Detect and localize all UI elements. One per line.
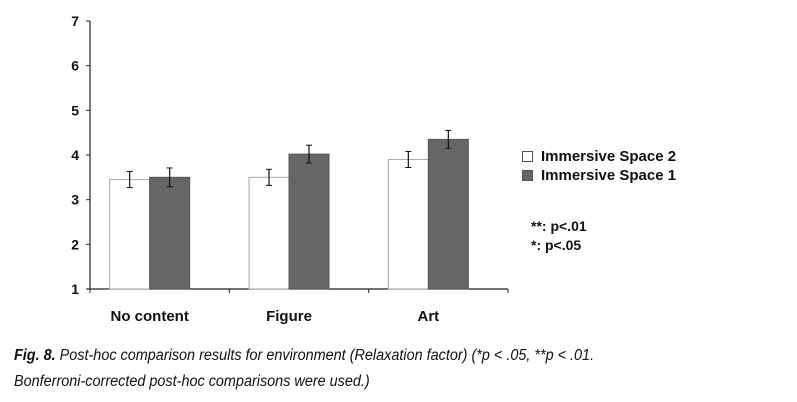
annotation-p05: *: p<.05 [531, 237, 582, 253]
y-tick-label: 6 [71, 58, 79, 74]
y-tick-label: 3 [71, 192, 79, 208]
legend-swatch-white [522, 151, 533, 162]
bar-immersive-space-1 [149, 176, 191, 290]
bar-immersive-space-2 [248, 176, 290, 290]
y-tick-label: 2 [71, 236, 79, 252]
legend-label: Immersive Space 2 [541, 148, 677, 165]
y-tick-label: 1 [71, 281, 79, 297]
bar-immersive-space-2 [387, 158, 429, 290]
x-category-label: Art [417, 308, 439, 325]
bar-immersive-space-1 [288, 153, 330, 290]
x-category-label: Figure [266, 308, 312, 325]
bar-immersive-space-2 [109, 179, 151, 290]
legend-swatch-gray [522, 170, 533, 181]
legend-item-immersive-space-1: Immersive Space 1 [522, 167, 676, 184]
legend-label: Immersive Space 1 [541, 167, 677, 184]
legend-item-immersive-space-2: Immersive Space 2 [522, 148, 676, 165]
y-tick-label: 7 [71, 13, 79, 29]
caption-line-1: Fig. 8. Post-hoc comparison results for … [14, 347, 594, 365]
bar-immersive-space-1 [427, 138, 469, 290]
caption-label: Fig. 8. [14, 347, 56, 364]
y-tick-label: 5 [71, 102, 79, 118]
caption-line-2: Bonferroni-corrected post-hoc comparison… [14, 373, 370, 390]
bar-chart: 1 2 3 4 5 6 7 No content Figure Art [71, 13, 509, 325]
annotation-p01: **: p<.01 [531, 218, 587, 234]
x-category-label: No content [111, 308, 189, 325]
y-tick-label: 4 [71, 147, 79, 163]
caption-text: Post-hoc comparison results for environm… [55, 347, 595, 364]
